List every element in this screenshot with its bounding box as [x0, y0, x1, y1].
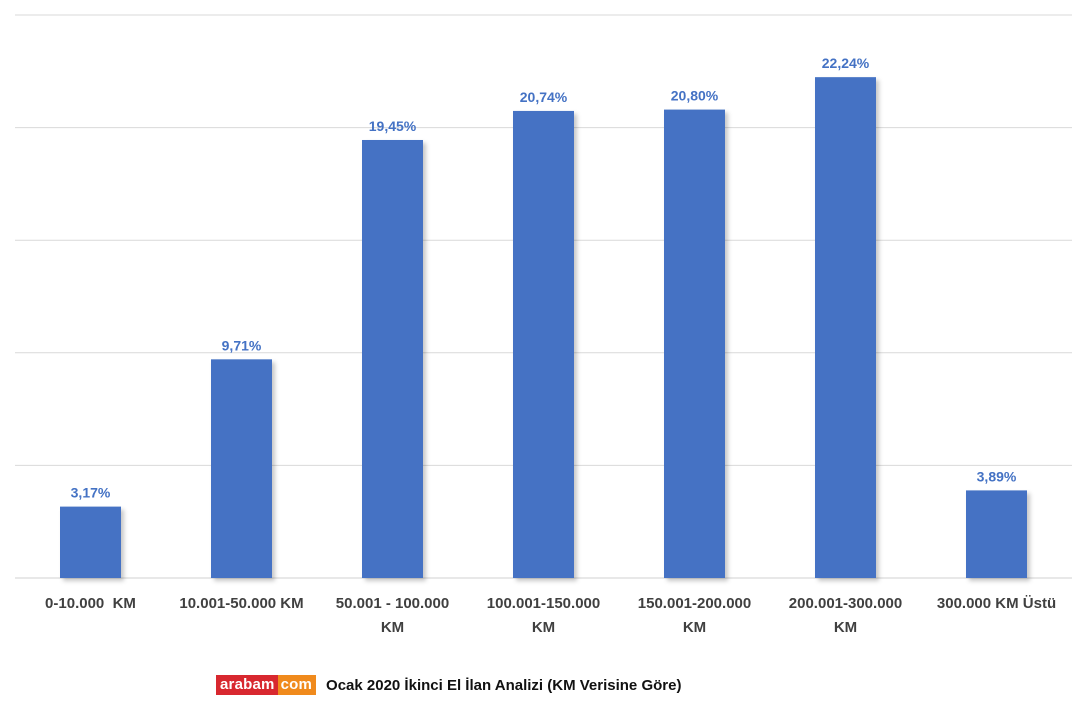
category-label: 100.001-150.000 KM — [487, 595, 600, 636]
bar — [664, 109, 725, 579]
category-label-line: KM — [381, 619, 404, 636]
category-label-line: 0-10.000 KM — [45, 595, 136, 612]
bar — [815, 77, 876, 578]
category-label: 50.001 - 100.000 KM — [336, 595, 449, 636]
category-label-line: 200.001-300.000 — [789, 595, 902, 612]
caption-text: Ocak 2020 İkinci El İlan Analizi (KM Ver… — [326, 676, 682, 694]
category-label-line: KM — [834, 619, 857, 636]
data-label: 20,74% — [520, 89, 568, 105]
category-label: 200.001-300.000 KM — [789, 595, 902, 636]
bars — [60, 77, 1027, 579]
category-label: 300.000 KM Üstü — [937, 595, 1056, 612]
logo-part-com: com — [277, 675, 317, 695]
chart-caption: arabam com Ocak 2020 İkinci El İlan Anal… — [216, 674, 681, 696]
logo-part-arabam: arabam — [216, 675, 278, 695]
category-label-line: 150.001-200.000 — [638, 595, 751, 612]
category-label-line: 50.001 - 100.000 — [336, 595, 449, 612]
bar — [513, 110, 574, 578]
category-label: 150.001-200.000 KM — [638, 595, 751, 636]
category-label-line: KM — [532, 619, 555, 636]
data-label: 20,80% — [671, 88, 719, 104]
bar — [60, 506, 121, 578]
category-label-line: KM — [683, 619, 706, 636]
category-label-line: 10.001-50.000 KM — [179, 595, 303, 612]
data-label: 22,24% — [822, 55, 870, 71]
data-label: 3,17% — [71, 485, 111, 501]
category-label: 0-10.000 KM — [45, 595, 136, 612]
bar — [966, 490, 1027, 578]
category-label: 10.001-50.000 KM — [179, 595, 303, 612]
data-label: 9,71% — [222, 337, 262, 353]
data-label: 19,45% — [369, 118, 417, 134]
category-label-line: 100.001-150.000 — [487, 595, 600, 612]
bar — [362, 139, 423, 578]
data-labels: 3,17% 9,71% 19,45% 20,74% 20,80% 22,24% 3,89% — [71, 55, 1017, 500]
arabam-logo: arabam com — [216, 675, 317, 695]
category-label-line: 300.000 KM Üstü — [937, 595, 1056, 612]
data-label: 3,89% — [977, 468, 1017, 484]
bar — [211, 359, 272, 578]
category-labels: 0-10.000 KM 10.001-50.000 KM 50.001 - 100.… — [45, 595, 1056, 636]
